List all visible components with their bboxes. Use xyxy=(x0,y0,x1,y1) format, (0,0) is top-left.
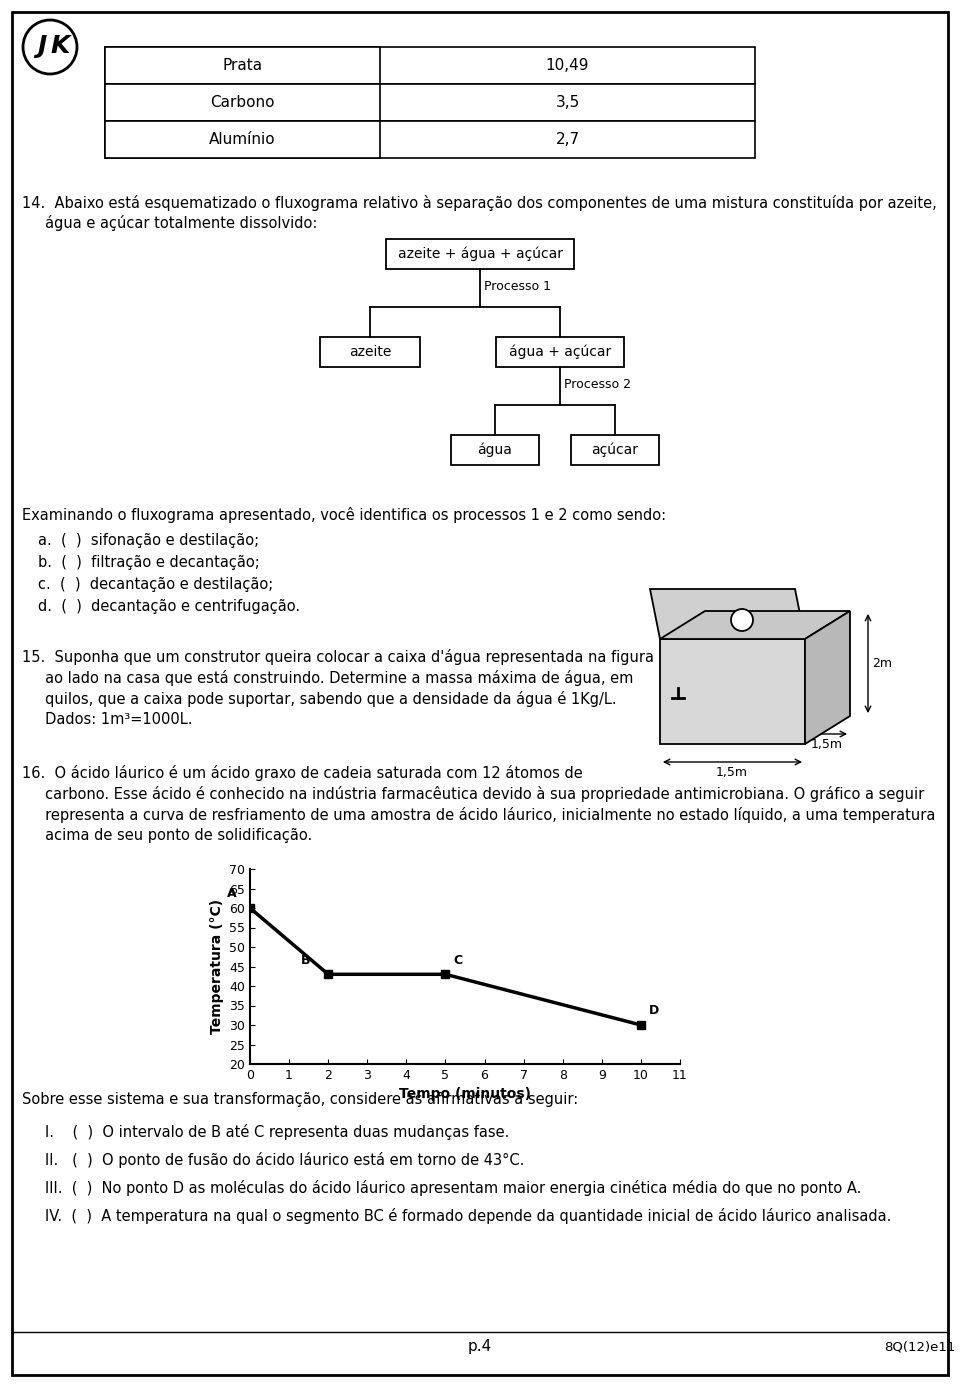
Text: I.    (  )  O intervalo de B até C representa duas mudanças fase.: I. ( ) O intervalo de B até C representa… xyxy=(45,1123,510,1140)
Text: Processo 2: Processo 2 xyxy=(564,379,631,391)
Text: Carbono: Carbono xyxy=(210,94,275,110)
FancyBboxPatch shape xyxy=(451,436,539,465)
Text: B: B xyxy=(300,953,310,967)
Text: 1,5m: 1,5m xyxy=(716,766,748,779)
Y-axis label: Temperatura (°C): Temperatura (°C) xyxy=(209,899,224,1035)
FancyBboxPatch shape xyxy=(105,47,380,85)
Text: IV.  (  )  A temperatura na qual o segmento BC é formado depende da quantidade i: IV. ( ) A temperatura na qual o segmento… xyxy=(45,1208,892,1223)
Text: A: A xyxy=(227,888,236,900)
Text: D: D xyxy=(649,1004,659,1017)
Polygon shape xyxy=(650,589,805,639)
Text: c.  (  )  decantação e destilação;: c. ( ) decantação e destilação; xyxy=(38,577,274,592)
Text: água: água xyxy=(477,442,513,458)
Polygon shape xyxy=(805,612,850,743)
Text: 3,5: 3,5 xyxy=(556,94,580,110)
Circle shape xyxy=(731,609,753,631)
FancyBboxPatch shape xyxy=(386,239,574,269)
Text: J: J xyxy=(37,35,46,58)
Text: água e açúcar totalmente dissolvido:: água e açúcar totalmente dissolvido: xyxy=(22,215,318,232)
Text: 15.  Suponha que um construtor queira colocar a caixa d'água representada na fig: 15. Suponha que um construtor queira col… xyxy=(22,649,654,664)
FancyBboxPatch shape xyxy=(105,121,755,158)
FancyBboxPatch shape xyxy=(105,85,755,121)
Text: b.  (  )  filtração e decantação;: b. ( ) filtração e decantação; xyxy=(38,555,260,570)
Text: carbono. Esse ácido é conhecido na indústria farmacêutica devido à sua proprieda: carbono. Esse ácido é conhecido na indús… xyxy=(22,786,924,802)
FancyBboxPatch shape xyxy=(660,639,805,743)
FancyBboxPatch shape xyxy=(496,337,624,368)
Polygon shape xyxy=(660,612,850,639)
Text: 16.  O ácido láurico é um ácido graxo de cadeia saturada com 12 átomos de: 16. O ácido láurico é um ácido graxo de … xyxy=(22,766,583,781)
Text: p.4: p.4 xyxy=(468,1340,492,1355)
Text: ao lado na casa que está construindo. Determine a massa máxima de água, em: ao lado na casa que está construindo. De… xyxy=(22,670,634,687)
Text: 8Q(12)e11: 8Q(12)e11 xyxy=(884,1340,956,1354)
Text: Alumínio: Alumínio xyxy=(209,132,276,147)
Text: açúcar: açúcar xyxy=(591,442,638,458)
Text: a.  (  )  sifonação e destilação;: a. ( ) sifonação e destilação; xyxy=(38,533,259,548)
Text: acima de seu ponto de solidificação.: acima de seu ponto de solidificação. xyxy=(22,828,312,843)
Text: C: C xyxy=(453,953,463,967)
Text: 14.  Abaixo está esquematizado o fluxograma relativo à separação dos componentes: 14. Abaixo está esquematizado o fluxogra… xyxy=(22,196,937,211)
FancyBboxPatch shape xyxy=(320,337,420,368)
Text: 2m: 2m xyxy=(872,657,892,670)
Text: d.  (  )  decantação e centrifugação.: d. ( ) decantação e centrifugação. xyxy=(38,599,300,614)
Text: 1,5m: 1,5m xyxy=(811,738,843,750)
Text: III.  (  )  No ponto D as moléculas do ácido láurico apresentam maior energia ci: III. ( ) No ponto D as moléculas do ácid… xyxy=(45,1180,861,1196)
Text: 2,7: 2,7 xyxy=(556,132,580,147)
Text: azeite + água + açúcar: azeite + água + açúcar xyxy=(397,247,563,261)
Text: Dados: 1m³=1000L.: Dados: 1m³=1000L. xyxy=(22,712,193,727)
X-axis label: Tempo (minutos): Tempo (minutos) xyxy=(399,1087,531,1101)
FancyBboxPatch shape xyxy=(105,121,380,158)
FancyBboxPatch shape xyxy=(105,85,380,121)
Text: água + açúcar: água + açúcar xyxy=(509,345,612,359)
Text: II.   (  )  O ponto de fusão do ácido láurico está em torno de 43°C.: II. ( ) O ponto de fusão do ácido láuric… xyxy=(45,1153,524,1168)
Text: Processo 1: Processo 1 xyxy=(484,280,551,294)
Text: K: K xyxy=(50,35,69,58)
Text: 10,49: 10,49 xyxy=(545,58,589,74)
Text: representa a curva de resfriamento de uma amostra de ácido láurico, inicialmente: representa a curva de resfriamento de um… xyxy=(22,807,935,822)
Circle shape xyxy=(23,19,77,74)
FancyBboxPatch shape xyxy=(571,436,659,465)
Text: quilos, que a caixa pode suportar, sabendo que a densidade da água é 1Kg/L.: quilos, que a caixa pode suportar, saben… xyxy=(22,691,616,707)
Text: Prata: Prata xyxy=(223,58,263,74)
FancyBboxPatch shape xyxy=(12,12,948,1375)
Text: Sobre esse sistema e sua transformação, considere as afirmativas a seguir:: Sobre esse sistema e sua transformação, … xyxy=(22,1092,578,1107)
Text: Examinando o fluxograma apresentado, você identifica os processos 1 e 2 como sen: Examinando o fluxograma apresentado, voc… xyxy=(22,508,666,523)
FancyBboxPatch shape xyxy=(105,47,755,85)
Text: azeite: azeite xyxy=(348,345,391,359)
